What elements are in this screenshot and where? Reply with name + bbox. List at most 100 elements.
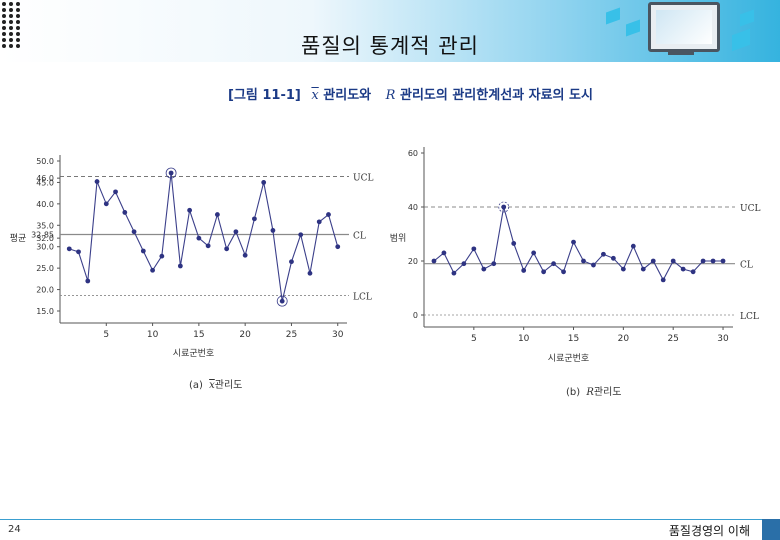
chart-a-data-point [177, 263, 183, 269]
slide-header: 품질의 통계적 관리 [0, 0, 780, 62]
monitor-stand-decoration [668, 50, 694, 55]
chart-b-data-point [501, 204, 507, 210]
chart-b-data-point [630, 243, 636, 249]
chart-b-cl-label: CL [740, 261, 753, 271]
chart-b-data-point [471, 246, 477, 252]
grid-dot [2, 2, 6, 6]
chart-a-caption-suffix: 관리도 [214, 380, 243, 391]
figure-caption-part2: 관리도의 관리한계선과 자료의 도시 [399, 88, 593, 103]
chart-b-data-point [650, 258, 656, 264]
chart-b-data-point [521, 268, 527, 273]
chart-b-data-point [461, 261, 467, 267]
chart-b-data-point [431, 258, 437, 264]
chart-a-data-point [335, 244, 341, 250]
chart-a-data-point [76, 249, 81, 255]
chart-a-data-point [214, 212, 220, 217]
chart-a-data-point [326, 212, 331, 217]
chart-a-data-point [224, 246, 230, 252]
chart-b-data-point [571, 239, 576, 245]
chart-a-cl-label: CL [353, 232, 366, 242]
chart-b-ucl-label: UCL [740, 204, 760, 214]
chart-a-x-tick-label: 30 [332, 330, 344, 340]
chart-b-data-point [720, 258, 726, 264]
grid-dot [16, 38, 20, 42]
chart-a-data-point [298, 232, 304, 238]
chart-a-caption-symbol: x [209, 380, 215, 391]
chart-a-data-point [94, 179, 100, 184]
chart-b-caption: (b) R관리도 [566, 383, 621, 398]
chart-b-data-point [610, 255, 616, 261]
footer-divider [0, 519, 762, 520]
chart-a-y-tick-label: 25.0 [36, 264, 54, 273]
chart-a-y-tick-label: 32.0 [36, 234, 54, 243]
chart-a-data-point [196, 235, 202, 241]
chart-b-x-tick-label: 15 [568, 334, 579, 344]
chart-a-data-point [131, 229, 137, 235]
page-number: 24 [8, 524, 21, 535]
grid-dot [16, 14, 20, 18]
chart-b-y-tick-label: 60 [408, 149, 418, 158]
chart-b-x-tick-label: 10 [518, 334, 530, 344]
grid-dot [9, 20, 13, 24]
chart-a-data-point [270, 228, 276, 233]
grid-dot [16, 26, 20, 30]
chart-a-data-point [66, 246, 72, 252]
r-symbol: R [385, 88, 396, 103]
chart-a-y-axis-title: 평균 [10, 233, 27, 244]
grid-dot [16, 2, 20, 6]
chart-b-data-point [620, 266, 626, 272]
chart-a-y-tick-label: 15.0 [36, 307, 54, 316]
chart-a-data-point [150, 267, 155, 273]
chart-a-data-point [140, 248, 146, 254]
chart-b-x-tick-label: 5 [471, 334, 477, 344]
chart-a-highlight-ring [276, 295, 288, 307]
chart-b-y-axis-title: 범위 [390, 233, 407, 244]
chart-b-caption-symbol: R [586, 387, 594, 398]
chart-b-lcl-label: LCL [740, 312, 759, 322]
chart-b-data-point [551, 261, 556, 267]
chart-a-data-point [103, 201, 109, 207]
chart-b-data-point [660, 277, 666, 283]
chart-b-caption-suffix: 관리도 [593, 387, 622, 398]
chart-b-data-point [481, 266, 487, 272]
chart-a-data-point [316, 219, 322, 225]
figure-label: [그림 11-1] [228, 88, 301, 103]
grid-dot [9, 38, 13, 42]
chart-b-y-tick-label: 0 [413, 311, 418, 320]
chart-a-data-point [307, 270, 313, 276]
grid-dot [2, 44, 6, 48]
chart-b-data-point [451, 270, 457, 276]
chart-a-ucl-label: UCL [353, 173, 373, 183]
chart-a-data-point [205, 243, 211, 249]
chart-b-data-point [680, 266, 686, 272]
chart-a-y-tick-label: 40.0 [36, 200, 54, 209]
figure-caption: [그림 11-1] x 관리도와 R 관리도의 관리한계선과 자료의 도시 [228, 84, 593, 103]
chart-b-data-point [640, 266, 646, 272]
chart-b-data-point [491, 261, 497, 267]
chart-a-y-tick-label: 30.0 [36, 243, 54, 252]
chart-a-caption: (a) x관리도 [189, 376, 242, 391]
chart-a-data-point [168, 170, 174, 176]
chart-a-y-tick-label: 20.0 [36, 286, 54, 295]
chart-a-data-point [242, 252, 248, 258]
figure-caption-part1: 관리도와 [323, 88, 372, 103]
chart-a-data-point [261, 180, 267, 185]
chart-b-data-point [690, 269, 696, 275]
grid-dot [16, 44, 20, 48]
grid-dot [9, 32, 13, 36]
chart-b-x-tick-label: 25 [667, 334, 678, 344]
chart-b-data-point [710, 258, 716, 264]
chart-a-data-point [233, 229, 239, 235]
grid-dot [16, 32, 20, 36]
chart-a-y-tick-label: 50.0 [36, 157, 54, 166]
grid-dot [2, 14, 6, 18]
chart-b-x-tick-label: 20 [618, 334, 630, 344]
grid-dot [2, 20, 6, 24]
chart-a-data-point [122, 210, 128, 215]
grid-dot [2, 32, 6, 36]
chart-b-y-tick-label: 20 [408, 257, 418, 266]
chart-a-x-tick-label: 20 [239, 330, 251, 340]
grid-dot [9, 8, 13, 12]
chart-a-x-tick-label: 10 [147, 330, 159, 340]
grid-dot [9, 26, 13, 30]
